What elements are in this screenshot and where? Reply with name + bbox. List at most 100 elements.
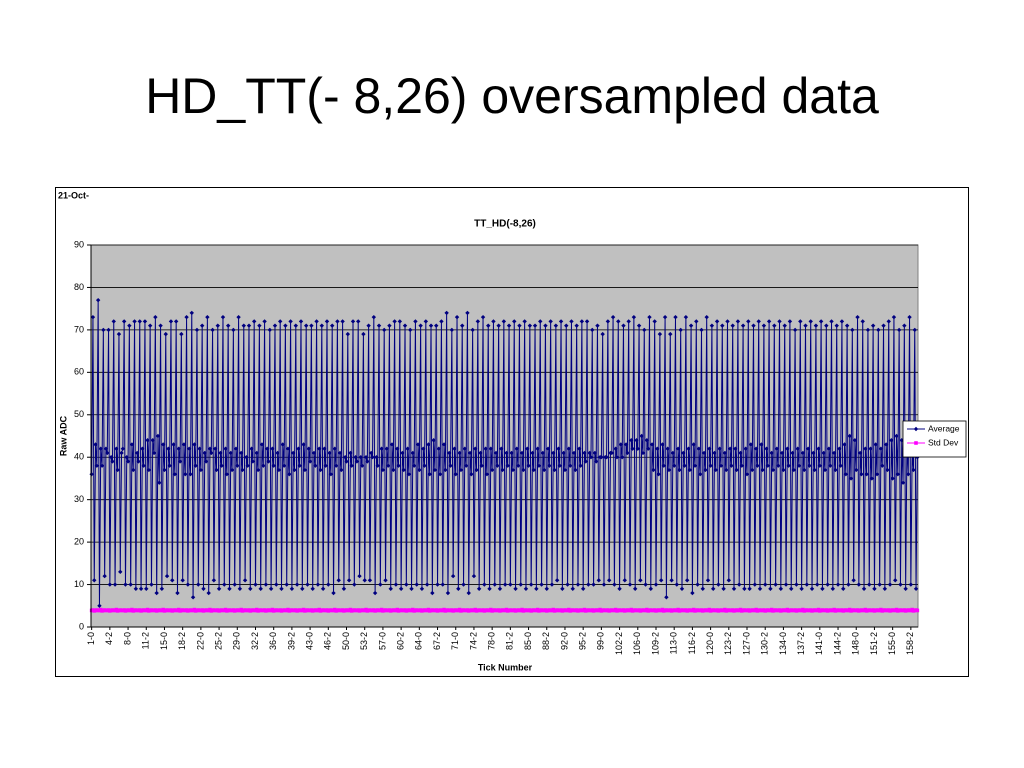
data-point [344, 459, 349, 464]
data-point [915, 608, 920, 613]
data-point [835, 582, 841, 587]
data-point [268, 586, 274, 591]
x-tick-label: 81-2 [505, 632, 515, 650]
data-point [861, 586, 867, 591]
data-point [267, 327, 272, 333]
data-point [462, 446, 468, 451]
data-point [340, 319, 345, 324]
data-point [617, 586, 622, 591]
data-point [699, 327, 704, 333]
data-point [803, 323, 808, 328]
data-point [211, 578, 217, 583]
data-point [649, 442, 655, 447]
x-tick-label: 18-2 [177, 632, 187, 650]
data-point [838, 463, 843, 468]
data-point [807, 463, 812, 468]
data-point [505, 463, 510, 468]
data-point [138, 586, 144, 591]
data-point [357, 573, 362, 579]
data-point [129, 442, 135, 447]
data-point [422, 463, 427, 468]
data-point [558, 319, 564, 324]
x-tick-label: 36-0 [268, 632, 278, 650]
data-point [623, 442, 629, 447]
x-tick-label: 74-2 [468, 632, 478, 650]
data-point [378, 582, 383, 587]
data-point [877, 582, 882, 587]
data-point [545, 446, 551, 451]
data-point [259, 442, 265, 447]
data-point [272, 323, 278, 328]
data-point [219, 463, 224, 468]
data-point [872, 586, 877, 591]
data-point [534, 586, 539, 591]
data-point [146, 467, 152, 473]
data-point [147, 323, 153, 328]
x-tick-label: 113-0 [669, 632, 679, 654]
data-point [366, 323, 371, 328]
data-point [301, 442, 306, 447]
data-point [727, 446, 733, 451]
data-point [281, 463, 287, 468]
data-point [242, 578, 248, 583]
data-point [179, 331, 184, 337]
data-point [553, 323, 559, 328]
data-point [452, 446, 457, 451]
data-point [800, 450, 806, 456]
data-point [828, 463, 833, 468]
data-point [666, 467, 672, 473]
data-point [733, 446, 738, 451]
data-point [694, 319, 699, 324]
data-point [385, 463, 391, 468]
data-point [365, 459, 370, 464]
data-point [734, 467, 739, 473]
data-point [640, 450, 646, 456]
data-point [908, 582, 914, 587]
data-point [487, 586, 492, 591]
data-point [180, 578, 185, 583]
data-point [134, 450, 140, 456]
data-point [730, 323, 735, 328]
x-tick-label: 32-2 [250, 632, 260, 650]
data-point [791, 467, 797, 473]
y-tick-label: 30 [74, 494, 84, 504]
data-point [528, 582, 534, 587]
data-point [196, 582, 201, 587]
data-point [493, 450, 499, 456]
data-point [302, 467, 308, 473]
data-point [185, 582, 191, 587]
data-point [761, 323, 767, 328]
x-tick-label: 92-0 [559, 632, 569, 650]
data-point [163, 331, 168, 337]
data-point [362, 578, 367, 583]
data-point [634, 438, 639, 443]
data-point [382, 327, 387, 333]
data-point [228, 450, 233, 456]
x-tick-label: 148-0 [851, 632, 861, 655]
data-point [857, 450, 863, 456]
data-point [444, 310, 449, 316]
data-point [890, 476, 895, 481]
data-point [700, 586, 705, 591]
data-point [277, 319, 283, 324]
data-point [284, 582, 289, 587]
data-point [596, 578, 601, 583]
data-point [418, 323, 423, 328]
data-point [504, 450, 509, 456]
data-point [168, 319, 174, 324]
data-point [567, 463, 573, 468]
data-point [750, 467, 755, 473]
data-point [681, 450, 686, 456]
data-point [173, 319, 179, 324]
data-point [318, 467, 323, 473]
data-point [175, 590, 180, 596]
data-point [683, 314, 689, 320]
data-point [691, 442, 696, 447]
data-point [512, 319, 517, 324]
data-point [145, 438, 150, 443]
data-point [406, 472, 412, 477]
data-point [411, 463, 417, 468]
data-point [821, 450, 826, 456]
legend-box [902, 420, 967, 458]
data-point [911, 467, 916, 473]
